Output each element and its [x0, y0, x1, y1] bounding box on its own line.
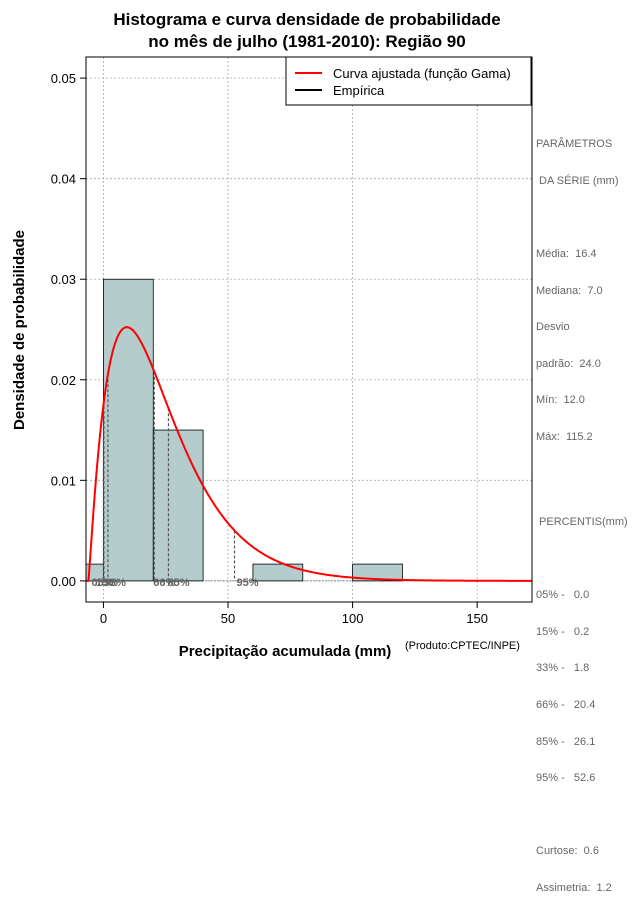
gamma-curve-line — [86, 326, 532, 582]
histogram-bar-1 — [103, 278, 154, 582]
percentile-label-5: 95% — [237, 577, 259, 589]
chart-title-line-1: Histograma e curva densidade de probabil… — [113, 10, 500, 29]
y-tick-label-4: 0.04 — [51, 172, 76, 187]
legend-box — [285, 56, 532, 106]
chart-title-line-2: no mês de julho (1981-2010): Região 90 — [148, 32, 465, 51]
x-tick-label-150: 150 — [466, 611, 488, 626]
gamma-curve — [86, 326, 532, 582]
y-tick-label-1: 0.01 — [51, 473, 76, 488]
percentile-05: 05% - 0.0 — [536, 589, 590, 602]
x-tick-label-100: 100 — [342, 611, 364, 626]
percentiles-header: PERCENTIS(mm) — [536, 516, 628, 529]
percentile-95: 95% - 52.6 — [536, 772, 596, 785]
stat-min: Mín: 12.0 — [536, 394, 585, 407]
stat-kurtosis: Curtose: 0.6 — [536, 845, 599, 858]
y-tick-label-2: 0.02 — [51, 373, 76, 388]
percentile-85: 85% - 26.1 — [536, 735, 596, 748]
percentile-33: 33% - 1.8 — [536, 662, 590, 675]
x-axis-label: Precipitação acumulada (mm) — [179, 643, 392, 660]
stat-median: Mediana: 7.0 — [536, 284, 603, 297]
y-tick-label-5: 0.05 — [51, 71, 76, 86]
percentile-66: 66% - 20.4 — [536, 698, 596, 711]
stat-max: Máx: 115.2 — [536, 431, 593, 444]
y-tick-label-3: 0.03 — [51, 272, 76, 287]
percentile-label-1: 15% — [96, 577, 118, 589]
percentile-15: 15% - 0.2 — [536, 625, 590, 638]
source-credit: (Produto:CPTEC/INPE) — [405, 640, 520, 652]
percentile-lines — [102, 371, 236, 581]
histogram-chart: Histograma e curva densidade de probabil… — [11, 10, 533, 660]
stats-header-line-1: PARÂMETROS — [536, 138, 613, 151]
y-tick-label-0: 0.00 — [51, 574, 76, 589]
stat-std-line-1: Desvio — [536, 321, 570, 334]
histogram-bar-2 — [152, 429, 204, 582]
percentile-label-4: 85% — [167, 577, 189, 589]
x-tick-label-0: 0 — [100, 611, 107, 626]
stat-skewness: Assimetria: 1.2 — [536, 881, 612, 894]
legend-label-empirical: Empírica — [333, 83, 385, 98]
legend: Curva ajustada (função Gama) Empírica — [285, 56, 532, 106]
y-axis-ticks: 0.00 0.01 0.02 0.03 0.04 0.05 — [51, 71, 86, 589]
percentile-label-3: 66% — [153, 577, 175, 589]
histogram-bar-6 — [352, 563, 403, 582]
x-tick-label-50: 50 — [221, 611, 235, 626]
percentile-label-0: 05% — [91, 577, 113, 589]
stats-header-line-2: DA SÉRIE (mm) — [536, 175, 619, 188]
y-axis-label: Densidade de probabilidade — [11, 230, 28, 430]
stat-std-line-2: padrão: 24.0 — [536, 357, 601, 370]
x-axis-ticks: 0 50 100 150 — [100, 602, 488, 626]
legend-label-fitted-curve: Curva ajustada (função Gama) — [333, 66, 511, 81]
series-parameters-panel: PARÂMETROS DA SÉRIE (mm) Média: 16.4 Med… — [536, 114, 640, 906]
percentile-labels: 05%15%33% 66%85% 95% — [91, 577, 258, 589]
percentile-label-2: 33% — [104, 577, 126, 589]
histogram-bar-4 — [252, 563, 304, 582]
histogram-bars — [86, 278, 532, 582]
stat-mean: Média: 16.4 — [536, 248, 597, 261]
